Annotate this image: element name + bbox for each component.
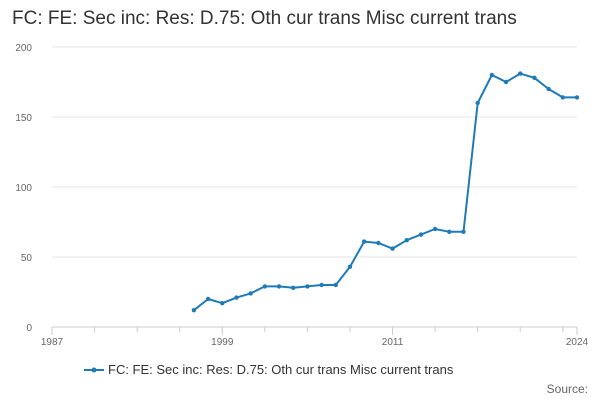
data-point xyxy=(305,284,310,289)
data-point xyxy=(489,72,495,78)
y-tick-label: 100 xyxy=(15,183,32,194)
data-point xyxy=(248,291,253,296)
source-label: Source: xyxy=(546,382,588,396)
data-point xyxy=(546,86,551,92)
data-point xyxy=(432,226,438,232)
x-tick-label: 2011 xyxy=(382,337,404,348)
x-tick-label: 1987 xyxy=(41,337,64,348)
data-point xyxy=(518,71,523,76)
data-point xyxy=(361,239,367,244)
data-point xyxy=(347,264,353,269)
data-point xyxy=(376,240,381,246)
data-point xyxy=(532,75,537,81)
series-layer xyxy=(191,71,580,313)
legend-marker xyxy=(91,367,97,373)
x-tick-label: 1999 xyxy=(211,337,234,348)
data-point xyxy=(333,282,338,288)
data-point xyxy=(574,95,580,100)
legend-label: FC: FE: Sec inc: Res: D.75: Oth cur tran… xyxy=(108,362,454,377)
data-point xyxy=(234,295,239,300)
data-point xyxy=(560,95,566,100)
data-point xyxy=(404,238,409,243)
y-tick-label: 200 xyxy=(15,43,32,54)
y-tick-label: 50 xyxy=(21,253,33,264)
data-point xyxy=(503,79,509,85)
data-point xyxy=(447,229,452,234)
chart-title: FC: FE: Sec inc: Res: D.75: Oth cur tran… xyxy=(12,8,517,29)
data-point xyxy=(461,229,466,234)
y-tick-label: 150 xyxy=(15,113,32,124)
x-tick-label: 2024 xyxy=(566,337,589,348)
data-point xyxy=(475,100,480,106)
data-point xyxy=(276,284,282,289)
y-tick-label: 0 xyxy=(26,323,32,334)
axes: 0 50 100 150 200 1987 1999 2011 2024 xyxy=(15,43,588,348)
data-point xyxy=(418,232,424,237)
data-point xyxy=(205,296,211,302)
data-point xyxy=(220,301,225,306)
data-point xyxy=(291,285,296,290)
series-line xyxy=(193,72,577,311)
legend: FC: FE: Sec inc: Res: D.75: Oth cur tran… xyxy=(84,362,454,377)
data-point xyxy=(319,282,324,288)
data-point xyxy=(191,308,197,313)
data-point xyxy=(262,284,268,289)
data-point xyxy=(390,246,395,251)
